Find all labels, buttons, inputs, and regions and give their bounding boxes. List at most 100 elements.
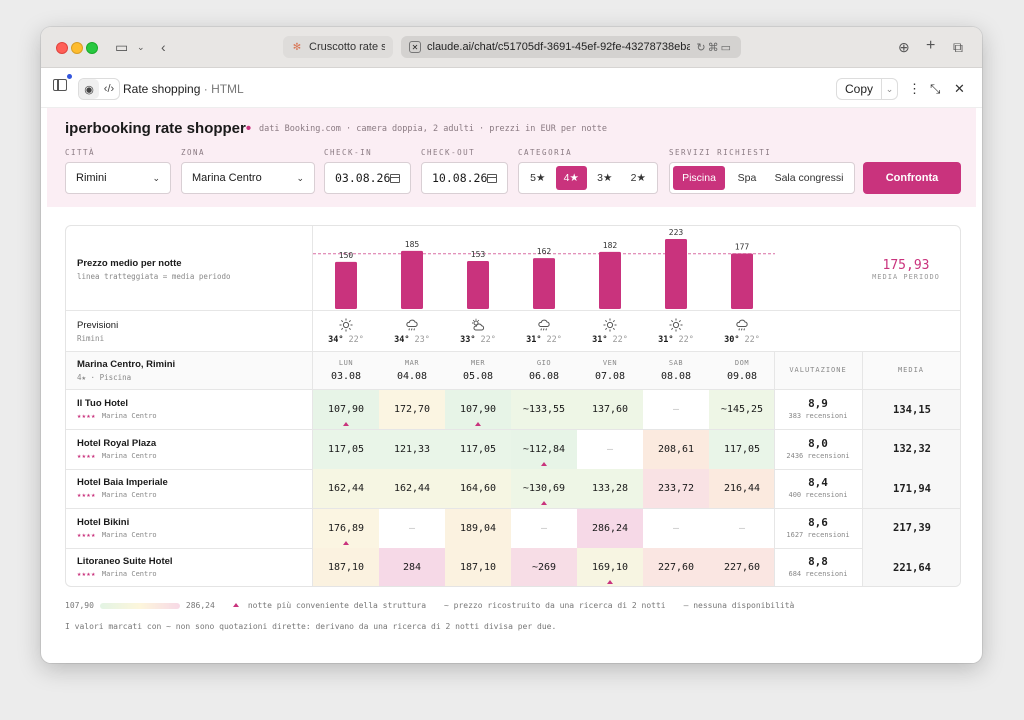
price-cell[interactable]: ~145,25 [709, 390, 775, 429]
day-header: VEN 07.08 [577, 359, 643, 382]
download-icon[interactable]: ⊕ [898, 39, 910, 55]
panel-toggle-icon[interactable] [53, 79, 67, 91]
price-cell[interactable]: — [379, 508, 445, 548]
price-cell[interactable]: — [709, 508, 775, 548]
price-cell[interactable]: 227,60 [643, 548, 709, 586]
hotel-rating: 8,8 684 recensioni [774, 555, 862, 578]
chart-label: Prezzo medio per notte linea tratteggiat… [77, 258, 231, 281]
day-date: 06.08 [528, 371, 560, 382]
address-tools-icon[interactable]: ↻⌘▭ [696, 41, 733, 54]
tab-active[interactable]: ✕ claude.ai/chat/c51705df-3691-45ef-92fe… [401, 36, 741, 58]
price-cell[interactable]: 133,28 [577, 469, 643, 509]
service-option[interactable]: Sala congressi [774, 172, 844, 184]
close-artifact-icon[interactable]: ✕ [954, 81, 965, 96]
price-cell[interactable]: — [511, 508, 577, 548]
hotel-name: Litoraneo Suite Hotel [77, 556, 173, 568]
price-cell[interactable]: 162,44 [313, 469, 379, 509]
price-cell[interactable]: 208,61 [643, 429, 709, 469]
price-cell[interactable]: ~112,84 [511, 429, 577, 469]
city-select[interactable]: Rimini ⌄ [65, 162, 171, 194]
price-cell[interactable]: 227,60 [709, 548, 775, 586]
tab-inactive[interactable]: ✻ Cruscotto rate s... [283, 36, 393, 58]
chart-bar[interactable] [665, 239, 687, 309]
tab-overview-icon[interactable]: ⧉ [953, 39, 963, 55]
zone-select[interactable]: Marina Centro ⌄ [181, 162, 315, 194]
price-cell[interactable]: ~130,69 [511, 469, 577, 509]
more-options-icon[interactable]: ⋮ [908, 81, 921, 96]
price-value: ~145,25 [720, 404, 764, 415]
new-tab-icon[interactable]: + [926, 37, 936, 54]
category-option[interactable]: 3★ [597, 172, 613, 184]
compare-button[interactable]: Confronta [863, 162, 961, 194]
price-cell[interactable]: 169,10 [577, 548, 643, 586]
min-temp: 22° [673, 335, 694, 345]
copy-button[interactable]: Copy ⌄ [836, 78, 898, 100]
chevron-down-icon[interactable]: ⌄ [137, 42, 145, 52]
chart-bar[interactable] [467, 260, 489, 309]
bar-value-label: 182 [603, 241, 618, 250]
preview-eye-icon[interactable]: ◉ [79, 79, 99, 99]
price-cell[interactable]: 137,60 [577, 390, 643, 429]
address-bar[interactable]: claude.ai/chat/c51705df-3691-45ef-92fe-4… [427, 41, 691, 53]
price-cell[interactable]: 107,90 [313, 390, 379, 429]
price-cell[interactable]: 121,33 [379, 429, 445, 469]
price-cell[interactable]: 187,10 [445, 548, 511, 586]
chart-bar[interactable] [401, 250, 423, 309]
service-option[interactable]: Piscina [673, 166, 725, 190]
hotel-meta: ★★★★ Marina Centro [77, 491, 157, 499]
price-cell[interactable]: 284 [379, 548, 445, 586]
code-icon[interactable]: ‹/› [103, 83, 115, 95]
price-cell[interactable]: — [643, 508, 709, 548]
price-cell[interactable]: 216,44 [709, 469, 775, 509]
price-cell[interactable]: 117,05 [709, 429, 775, 469]
legend: 107,90 286,24 notte più conveniente dell… [65, 601, 794, 610]
minimize-window-button[interactable] [71, 42, 83, 54]
price-cell[interactable]: 187,10 [313, 548, 379, 586]
back-icon[interactable]: ‹ [161, 39, 166, 55]
category-option[interactable]: 5★ [530, 172, 546, 184]
price-value: 107,90 [459, 404, 497, 415]
price-cell[interactable]: ~133,55 [511, 390, 577, 429]
min-temp: 22° [475, 335, 496, 345]
hotel-rating: 8,6 1627 recensioni [774, 516, 862, 539]
checkout-date-field[interactable]: 10.08.26 [421, 162, 508, 194]
chart-bar[interactable] [731, 253, 753, 309]
sidebar-toggle-icon[interactable]: ▭ [115, 39, 129, 55]
review-count: 1627 recensioni [786, 530, 850, 539]
price-cell[interactable]: 189,04 [445, 508, 511, 548]
sun-icon [577, 318, 643, 332]
chart-bar[interactable] [335, 261, 357, 309]
divider [66, 547, 960, 549]
min-temp: 23° [409, 335, 430, 345]
category-option[interactable]: 2★ [630, 172, 646, 184]
forecast-day: 31° 22° [577, 318, 643, 345]
zoom-window-button[interactable] [86, 42, 98, 54]
copy-options-chevron-icon[interactable]: ⌄ [885, 83, 894, 94]
browser-window: ▭ ⌄ ‹ ✻ Cruscotto rate s... ✕ claude.ai/… [41, 27, 982, 663]
collapse-icon[interactable]: ⤡ [930, 81, 941, 96]
price-cell[interactable]: — [577, 429, 643, 469]
checkin-date-field[interactable]: 03.08.26 [324, 162, 411, 194]
price-cell[interactable]: 172,70 [379, 390, 445, 429]
tab-close-icon[interactable]: ✕ [409, 41, 421, 53]
price-cell[interactable]: 233,72 [643, 469, 709, 509]
price-value: ~130,69 [522, 483, 566, 495]
price-cell[interactable]: 176,89 [313, 508, 379, 548]
view-toggle[interactable]: ◉ ‹/› [78, 78, 120, 100]
service-option[interactable]: Spa [737, 172, 757, 184]
price-cell[interactable]: 162,44 [379, 469, 445, 509]
price-cell[interactable]: — [643, 390, 709, 429]
chart-bar[interactable] [599, 251, 621, 309]
footnote: I valori marcati con ~ non sono quotazio… [65, 622, 557, 631]
category-option[interactable]: 4★ [555, 166, 587, 190]
price-cell[interactable]: 164,60 [445, 469, 511, 509]
price-cell[interactable]: 117,05 [313, 429, 379, 469]
forecast-day: 33° 22° [445, 318, 511, 345]
price-cell[interactable]: 286,24 [577, 508, 643, 548]
price-value: ~133,55 [522, 404, 566, 415]
chart-bar[interactable] [533, 258, 555, 309]
close-window-button[interactable] [56, 42, 68, 54]
price-cell[interactable]: 107,90 [445, 390, 511, 429]
price-cell[interactable]: ~269 [511, 548, 577, 586]
price-cell[interactable]: 117,05 [445, 429, 511, 469]
